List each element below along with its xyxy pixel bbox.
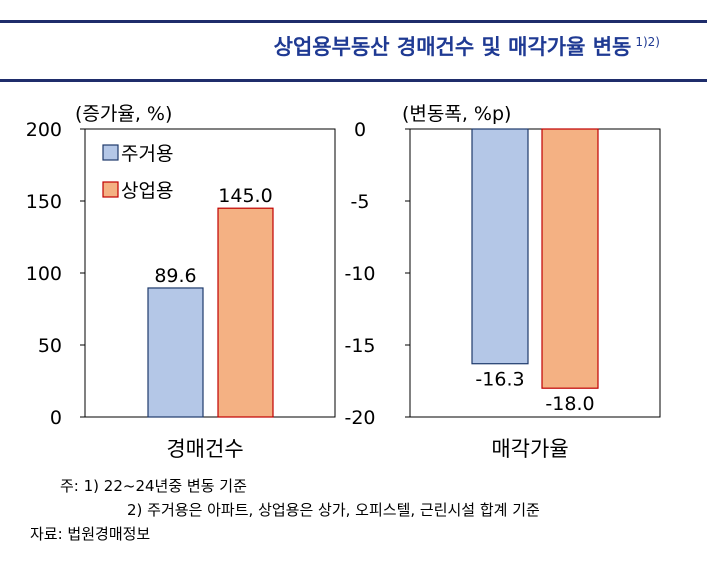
legend-swatch (102, 144, 119, 161)
data-label: -16.3 (475, 369, 524, 391)
data-label: 89.6 (154, 265, 196, 287)
source-note: 자료: 법원경매정보 (30, 525, 151, 543)
x-category-label: 경매건수 (166, 437, 243, 461)
chart-title-footnote-ref: 1)2) (635, 35, 660, 49)
legend-swatch (102, 181, 119, 198)
y-tick-label: 100 (26, 263, 62, 285)
bar-주거용 (147, 287, 204, 418)
chart-title-text: 상업용부동산 경매건수 및 매각가율 변동 (273, 35, 632, 59)
data-label: -18.0 (545, 393, 594, 415)
y-tick-label: -5 (351, 191, 370, 213)
note-line-1: 주: 1) 22~24년중 변동 기준 (60, 477, 247, 495)
bar-주거용 (471, 128, 529, 365)
plot-area-frame-1 (84, 128, 336, 418)
chart-title: 상업용부동산 경매건수 및 매각가율 변동 1)2) (0, 31, 660, 61)
axis-unit-label: (증가율, %) (75, 103, 172, 125)
title-rule (0, 79, 707, 82)
y-tick-label: -15 (344, 335, 375, 357)
y-tick-label: 50 (38, 335, 62, 357)
y-tick-label: 0 (354, 119, 366, 141)
y-tick-label: 150 (26, 191, 62, 213)
y-tick-label: -20 (344, 407, 375, 429)
axis-unit-label: (변동폭, %p) (402, 103, 511, 125)
plot-area-frame-2 (409, 128, 661, 418)
bar-상업용 (541, 128, 599, 389)
bar-상업용 (217, 207, 274, 418)
note-line-2: 2) 주거용은 아파트, 상업용은 상가, 오피스텔, 근린시설 합계 기준 (127, 501, 540, 519)
legend-label: 주거용 (121, 143, 173, 165)
data-label: 145.0 (218, 185, 272, 207)
legend-label: 상업용 (121, 180, 173, 202)
y-tick-label: -10 (344, 263, 375, 285)
x-category-label: 매각가율 (491, 437, 568, 461)
y-tick-label: 200 (26, 119, 62, 141)
y-tick-label: 0 (50, 407, 62, 429)
top-rule (0, 20, 707, 23)
